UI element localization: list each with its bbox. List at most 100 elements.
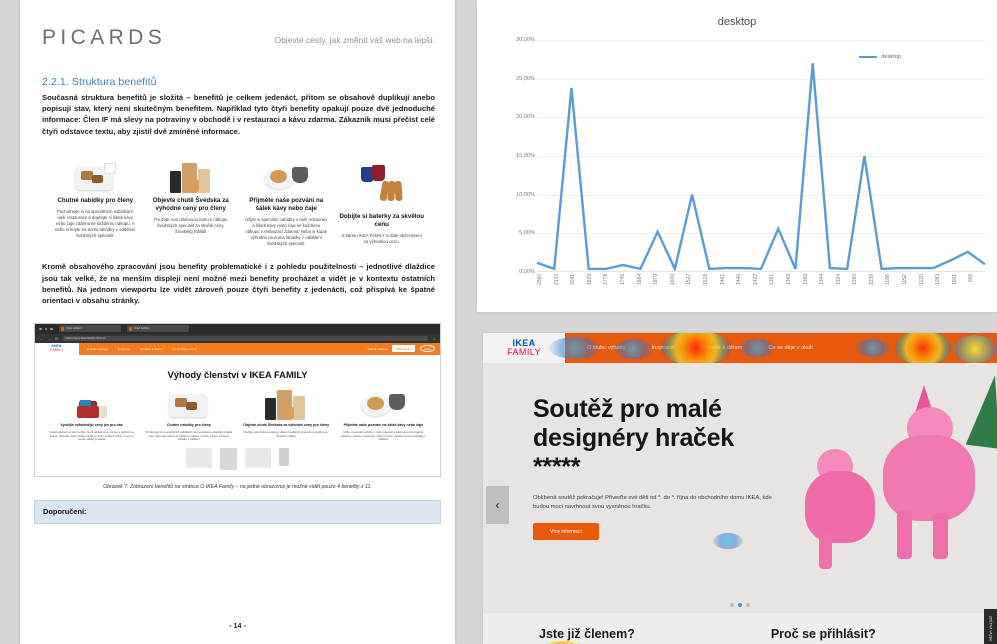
login-button[interactable]: Přihlásit se <box>392 345 415 353</box>
member-heading: Jste již členem? <box>539 627 635 641</box>
unicorn-illustration <box>787 379 987 569</box>
device-illustrations <box>35 448 440 476</box>
favicon-icon <box>60 327 65 331</box>
screenshot-card-body: Pochutnejte si na speciálních nabídkách … <box>145 430 233 442</box>
browser-tab-title: IKEA FAMILY <box>134 327 151 331</box>
heat-blob <box>855 339 891 357</box>
x-axis-labels: 2560 2133 2021 1829 1778 1745 1684 1670 1600 1527… <box>537 274 985 314</box>
drink-cups-icon <box>337 151 428 203</box>
legend-label: desktop <box>881 54 901 60</box>
x-axis-tick: 2021 <box>570 274 577 286</box>
become-member-link[interactable]: Stát se členem <box>367 346 388 351</box>
forward-arrow-icon[interactable]: → <box>47 335 51 341</box>
laptop-illustration <box>186 448 212 469</box>
screenshot-benefit-cards: Využijte výhodnější ceny jen pro vás Kou… <box>35 384 440 448</box>
y-axis-tick: 25,00% <box>516 75 535 82</box>
y-axis-tick: 15,00% <box>516 153 535 159</box>
grid-line <box>537 117 985 119</box>
x-axis-tick: 1152 <box>902 274 909 285</box>
unicorn-body <box>883 435 975 521</box>
carousel-prev-arrow-icon[interactable]: ‹ <box>486 486 509 524</box>
x-axis-tick: 1778 <box>603 274 610 286</box>
y-axis-tick: 0,00% <box>519 269 535 275</box>
grid-line <box>537 156 985 157</box>
monitor-illustration <box>245 448 271 469</box>
x-axis-tick: 1344 <box>819 274 826 286</box>
screenshot-card: Chutné nabídky pro členy Pochutnejte si … <box>142 392 235 442</box>
carousel-dot[interactable] <box>746 603 750 607</box>
screenshot-card-title: Přijměte naše pozvání na šálek kávy nebo… <box>343 422 424 427</box>
screenshot-card: Využijte výhodnější ceny jen pro vás Kou… <box>45 392 138 442</box>
benefit-card: Dobijte si baterky za skvělou cenu S kar… <box>337 151 428 247</box>
screenshot-card: Přijměte naše pozvání na šálek kávy nebo… <box>337 392 430 442</box>
document-header: PICARDS Objevte cesty, jak změnit váš we… <box>42 26 435 50</box>
reload-icon[interactable]: ⟳ <box>55 335 59 341</box>
benefit-card-title: Chutné nabídky pro členy <box>57 196 134 204</box>
x-axis-line <box>537 271 985 272</box>
heat-blob <box>953 335 997 363</box>
x-axis-tick: 1745 <box>619 274 626 286</box>
screenshot-card-body: Použijte svou klubovou kartu k nákupu šv… <box>243 430 329 438</box>
x-axis-tick: 1518 <box>702 274 709 286</box>
site-nav-link[interactable]: Vyhrané k dětem <box>139 346 163 351</box>
x-axis-tick: 1600 <box>669 274 676 286</box>
hero-cta-button[interactable]: Více informací <box>533 523 599 540</box>
x-axis-tick: 1422 <box>752 274 759 286</box>
tablet-illustration <box>220 448 237 471</box>
benefit-card-body: Užijte si speciální nabídky v naší resta… <box>245 217 328 247</box>
screenshot-card-title: Chutné nabídky pro členy <box>166 422 211 427</box>
y-axis-tick: 5,00% <box>519 230 535 237</box>
unicorn-leg <box>933 513 948 559</box>
window-maximize-dot <box>50 327 53 331</box>
unicorn-body-small <box>805 471 875 543</box>
heatmap-panel: IKEA FAMILY O klubu výhody Inspirace Vyh… <box>483 333 997 644</box>
x-axis-tick: 1670 <box>653 274 660 286</box>
benefit-card-title: Přijměte naše pozvání na šálek kávy nebo… <box>249 196 324 213</box>
phone-illustration <box>279 448 289 467</box>
why-join-heading: Proč se přihlásit? <box>770 627 876 641</box>
recommendation-box: Doporučení: <box>34 500 441 525</box>
benefit-card: Objevte chutě Švédska za výhodné ceny pr… <box>146 151 237 247</box>
back-arrow-icon[interactable]: ← <box>39 335 43 341</box>
heatmap-nav-link[interactable]: Vyhrané k dětem <box>700 345 743 351</box>
document-page: PICARDS Objevte cesty, jak změnit váš we… <box>20 0 455 644</box>
figure-caption: Obrázek 7: Zobrazení benefitů na stránce… <box>103 484 372 491</box>
x-axis-tick: 1280 <box>852 274 859 286</box>
carousel-dots[interactable] <box>730 603 750 607</box>
packaged-goods-icon <box>240 389 333 420</box>
chart-grid <box>537 40 985 272</box>
heatmap-nav-link[interactable]: O klubu výhody <box>587 345 626 351</box>
heatmap-nav-link[interactable]: Co se děje v okolí <box>768 345 813 351</box>
site-nav-link[interactable]: Inspirace <box>117 346 130 351</box>
browser-tab[interactable]: IKEA FAMILY <box>126 325 189 333</box>
x-axis-tick: 1239 <box>868 274 875 286</box>
figure-browser-screenshot: IKEA FAMILY IKEA FAMILY ← → ⟳ https://ww… <box>34 322 441 478</box>
recommendation-label: Doporučení: <box>43 507 87 517</box>
x-axis-tick: 1829 <box>586 274 593 286</box>
heatmap-nav-link[interactable]: Inspirace <box>651 345 675 351</box>
carousel-dot[interactable] <box>730 603 734 607</box>
feedback-side-tab[interactable]: ZPĚTNÁ VAZBA <box>984 609 997 644</box>
benefit-cards: Chutné nabídky pro členy Pochutnejte si … <box>42 151 435 247</box>
carousel-dot-active[interactable] <box>738 603 742 607</box>
url-input[interactable]: https://www.ikea-family.cz/cs-cz <box>62 335 429 342</box>
bookmark-star-icon[interactable]: ☆ <box>432 335 436 341</box>
heatmap-nav-links: O klubu výhody Inspirace Vyhrané k dětem… <box>587 345 813 351</box>
brand-logo: PICARDS <box>42 26 167 49</box>
x-axis-tick: 1684 <box>636 274 643 286</box>
paragraph-one-highlight: Člen IF má slevy na potraviny v obchodě … <box>83 115 337 125</box>
paragraph-one-part-c: Zákazník musí přečíst celé čtyři odstavc… <box>42 115 435 136</box>
grid-line <box>537 78 985 80</box>
browser-tab[interactable]: IKEA FAMILY <box>58 325 121 333</box>
x-axis-tick: 1368 <box>785 274 792 286</box>
site-nav-link[interactable]: Co se děje v okolí <box>172 346 197 351</box>
logo-line-one: IKEA <box>512 337 536 348</box>
x-axis-tick: 1120 <box>918 274 925 285</box>
screenshot-card-title: Objevte chutě Švédska za výhodné ceny pr… <box>243 422 330 427</box>
x-axis-tick: 1093 <box>935 274 942 286</box>
site-nav-link[interactable]: O klubu výhody <box>87 346 108 351</box>
x-axis-tick: 1360 <box>802 274 809 286</box>
x-axis-tick: 1527 <box>686 274 693 286</box>
sofa-icon <box>45 392 138 420</box>
